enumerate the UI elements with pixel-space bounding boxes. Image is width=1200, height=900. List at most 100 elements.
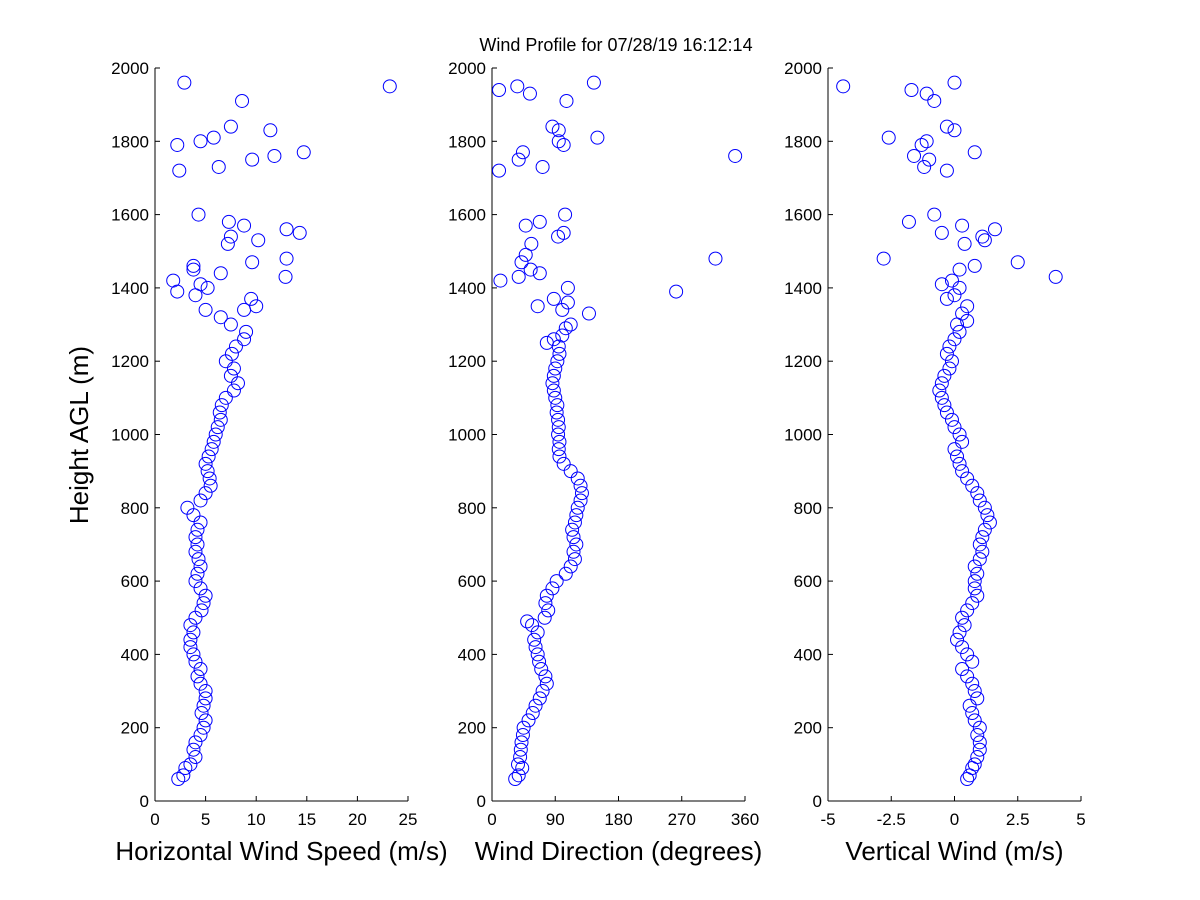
data-point: [523, 262, 538, 277]
data-point: [193, 277, 208, 292]
data-point: [532, 266, 547, 281]
data-point: [545, 376, 560, 391]
data-point: [530, 625, 545, 640]
data-point: [208, 427, 223, 442]
data-point: [534, 662, 549, 677]
data-point: [244, 291, 259, 306]
data-point: [193, 134, 208, 149]
data-point: [549, 574, 564, 589]
y-tick-label: 800: [458, 499, 486, 518]
data-point: [518, 218, 533, 233]
data-point: [279, 222, 294, 237]
data-point: [190, 566, 205, 581]
data-point: [970, 750, 985, 765]
data-point: [967, 574, 982, 589]
data-point: [545, 581, 560, 596]
data-point: [539, 588, 554, 603]
data-point: [508, 772, 523, 787]
y-tick-label: 1400: [111, 279, 149, 298]
data-point: [551, 427, 566, 442]
data-point: [172, 163, 187, 178]
data-point: [511, 757, 526, 772]
data-point: [537, 610, 552, 625]
data-point: [901, 214, 916, 229]
data-point: [170, 137, 185, 152]
data-point: [382, 79, 397, 94]
y-tick-label: 1400: [448, 279, 486, 298]
data-point: [527, 632, 542, 647]
data-point: [237, 218, 252, 233]
data-point: [939, 163, 954, 178]
y-tick-label: 0: [477, 792, 486, 811]
data-point: [551, 134, 566, 149]
data-point: [952, 427, 967, 442]
data-point: [559, 93, 574, 108]
data-point: [188, 544, 203, 559]
data-point: [947, 420, 962, 435]
data-point: [188, 530, 203, 545]
data-point: [551, 420, 566, 435]
data-point: [514, 255, 529, 270]
data-point: [566, 530, 581, 545]
data-point: [555, 328, 570, 343]
y-tick-label: 1800: [111, 132, 149, 151]
data-point: [947, 123, 962, 138]
data-point: [515, 145, 530, 160]
data-point: [206, 434, 221, 449]
data-point: [193, 559, 208, 574]
data-point: [965, 676, 980, 691]
data-point: [224, 346, 239, 361]
data-point: [520, 614, 535, 629]
data-point: [186, 647, 201, 662]
data-point: [947, 332, 962, 347]
data-point: [226, 383, 241, 398]
data-point: [212, 405, 227, 420]
data-point: [198, 302, 213, 317]
data-point: [565, 522, 580, 537]
data-point: [538, 596, 553, 611]
data-point: [198, 486, 213, 501]
data-point: [515, 728, 530, 743]
data-point: [177, 75, 192, 90]
data-point: [972, 720, 987, 735]
data-point: [975, 530, 990, 545]
data-point: [960, 471, 975, 486]
data-point: [196, 596, 211, 611]
y-tick-label: 0: [140, 792, 149, 811]
data-point: [267, 148, 282, 163]
y-tick-label: 1400: [784, 279, 822, 298]
x-axis-label: Vertical Wind (m/s): [845, 836, 1063, 866]
y-tick-label: 800: [794, 499, 822, 518]
data-point: [552, 449, 567, 464]
data-point: [263, 123, 278, 138]
data-point: [198, 691, 213, 706]
x-tick-label: 90: [546, 810, 565, 829]
data-point: [539, 335, 554, 350]
data-point: [975, 229, 990, 244]
y-tick-label: 200: [458, 719, 486, 738]
data-point: [296, 145, 311, 160]
data-point: [952, 280, 967, 295]
data-point: [198, 588, 213, 603]
data-point: [970, 588, 985, 603]
data-point: [511, 269, 526, 284]
x-tick-label: 10: [247, 810, 266, 829]
y-tick-label: 1800: [448, 132, 486, 151]
data-point: [944, 354, 959, 369]
data-point: [550, 354, 565, 369]
data-point: [934, 376, 949, 391]
data-point: [982, 515, 997, 530]
data-point: [942, 361, 957, 376]
data-point: [532, 214, 547, 229]
data-point: [249, 299, 264, 314]
data-point: [957, 618, 972, 633]
data-point: [955, 640, 970, 655]
data-point: [881, 130, 896, 145]
data-point: [836, 79, 851, 94]
data-point: [970, 728, 985, 743]
y-tick-label: 800: [121, 499, 149, 518]
data-point: [1010, 255, 1025, 270]
data-point: [201, 449, 216, 464]
x-axis-label: Wind Direction (degrees): [475, 836, 763, 866]
y-tick-label: 600: [121, 572, 149, 591]
